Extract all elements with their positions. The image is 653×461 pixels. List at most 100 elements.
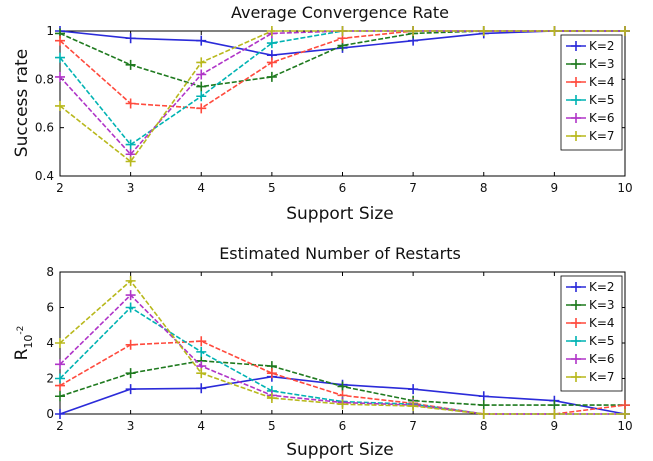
data-point-marker — [55, 373, 65, 384]
legend: K=2 K=3 K=4 K=5 K=6 K=7 — [560, 275, 623, 392]
legend-label: K=2 — [589, 280, 615, 294]
data-point-marker — [55, 100, 65, 111]
legend-marker — [571, 95, 581, 105]
x-tick-label: 7 — [409, 181, 417, 195]
legend: K=2 K=3 K=4 K=5 K=6 K=7 — [560, 34, 623, 151]
x-tick-label: 10 — [617, 181, 632, 195]
data-point-marker — [125, 98, 136, 109]
data-point-marker — [266, 38, 277, 49]
restarts-chart: Estimated Number of Restarts 2 3 4 5 6 7 8 9 10 0… — [12, 244, 633, 460]
y-tick-label: 8 — [46, 265, 54, 279]
data-point-marker — [549, 400, 560, 411]
legend-label: K=4 — [589, 316, 615, 330]
legend-marker — [571, 77, 581, 87]
x-tick-label: 8 — [480, 419, 488, 433]
data-point-marker — [125, 59, 136, 70]
data-point-marker — [196, 383, 207, 394]
legend-marker — [571, 131, 581, 141]
legend-marker — [571, 372, 581, 382]
legend-marker — [571, 336, 581, 346]
legend-marker — [571, 282, 581, 292]
data-point-marker — [408, 26, 419, 36]
legend-marker — [571, 41, 581, 51]
data-point-marker — [266, 393, 277, 404]
data-point-marker — [478, 26, 489, 36]
y-axis-label-main: R — [12, 348, 32, 360]
data-point-marker — [408, 384, 419, 395]
legend-label: K=6 — [589, 352, 615, 366]
x-tick-label: 4 — [197, 419, 205, 433]
data-point-marker — [620, 400, 630, 411]
data-point-marker — [408, 401, 419, 412]
legend-label: K=7 — [589, 129, 615, 143]
y-axis-label-subscript: 10 — [22, 335, 35, 349]
y-tick-label: 0.6 — [35, 121, 54, 135]
data-point-marker — [620, 26, 630, 36]
data-point-marker — [55, 338, 65, 348]
x-axis-label: Support Size — [286, 204, 394, 224]
data-point-marker — [125, 290, 136, 301]
x-tick-label: 7 — [409, 419, 417, 433]
legend-label: K=5 — [589, 334, 615, 348]
x-tick-label: 3 — [127, 419, 135, 433]
data-point-marker — [125, 275, 136, 286]
legend-label: K=3 — [589, 57, 615, 71]
data-point-marker — [549, 26, 560, 36]
data-point-marker — [125, 156, 136, 167]
legend-marker — [571, 113, 581, 123]
x-axis-label: Support Size — [286, 440, 394, 460]
x-tick-label: 6 — [339, 419, 347, 433]
x-tick-label: 3 — [127, 181, 135, 195]
x-tick-label: 5 — [268, 419, 276, 433]
data-point-marker — [549, 409, 560, 419]
data-point-marker — [196, 69, 207, 80]
data-point-marker — [125, 302, 136, 313]
x-tick-label: 2 — [56, 181, 64, 195]
data-point-marker — [196, 368, 207, 379]
data-point-marker — [196, 103, 207, 114]
y-axis-label: R10-2 — [12, 326, 35, 361]
y-tick-label: 0.8 — [35, 72, 54, 86]
data-point-marker — [55, 359, 65, 370]
series-line — [59, 30, 625, 156]
data-point-marker — [266, 57, 277, 68]
y-axis-label-superscript: -2 — [16, 326, 26, 335]
y-tick-label: 6 — [46, 301, 54, 315]
legend-label: K=3 — [589, 298, 615, 312]
data-point-marker — [55, 52, 65, 63]
data-point-marker — [125, 139, 136, 150]
data-point-marker — [196, 57, 207, 68]
series-line — [59, 306, 625, 415]
data-point-marker — [620, 409, 630, 419]
data-point-marker — [55, 71, 65, 82]
legend-label: K=5 — [589, 93, 615, 107]
x-tick-label: 10 — [617, 419, 632, 433]
legend-marker — [571, 354, 581, 364]
x-tick-label: 9 — [551, 419, 559, 433]
data-point-marker — [478, 391, 489, 402]
chart-title: Average Convergence Rate — [231, 3, 449, 22]
y-tick-label: 0.4 — [35, 169, 54, 183]
legend-label: K=4 — [589, 75, 615, 89]
legend-marker — [571, 59, 581, 69]
data-point-marker — [55, 35, 65, 46]
data-point-marker — [196, 35, 207, 46]
x-tick-label: 5 — [268, 181, 276, 195]
legend-box — [560, 275, 623, 392]
y-axis-label: Success rate — [12, 49, 32, 157]
data-point-marker — [478, 400, 489, 411]
legend-label: K=7 — [589, 370, 615, 384]
y-tick-label: 0 — [46, 407, 54, 421]
legend-label: K=6 — [589, 111, 615, 125]
data-point-marker — [55, 391, 65, 402]
chart-title: Estimated Number of Restarts — [219, 244, 461, 263]
data-point-marker — [125, 384, 136, 395]
legend-label: K=2 — [589, 39, 615, 53]
data-point-marker — [337, 381, 348, 392]
y-tick-label: 1 — [46, 24, 54, 38]
legend-box — [560, 34, 623, 151]
data-point-marker — [125, 33, 136, 44]
plot-frame — [59, 30, 626, 177]
x-tick-label: 6 — [339, 181, 347, 195]
